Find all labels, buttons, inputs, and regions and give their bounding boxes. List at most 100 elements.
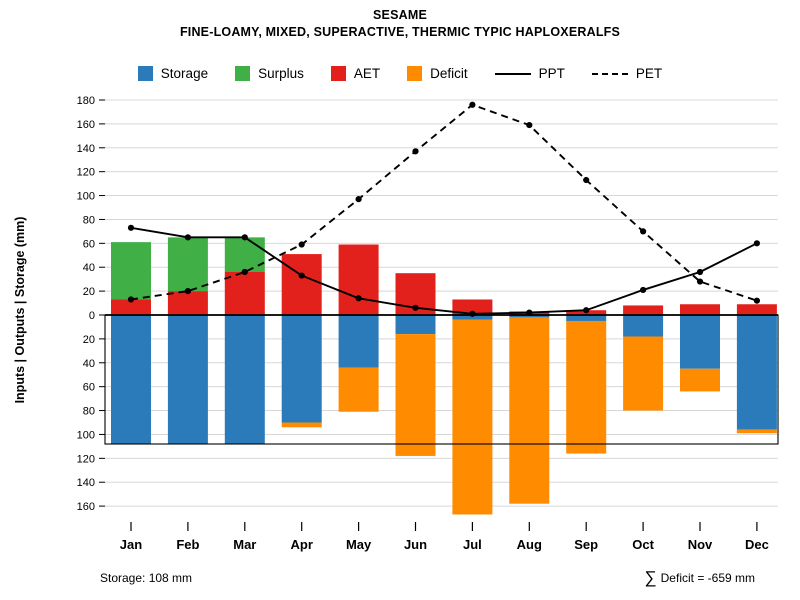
bar-segment-storage-dec (736, 315, 777, 430)
legend-label: Deficit (430, 66, 468, 81)
x-tick-label-apr: Apr (291, 537, 313, 552)
point-pet (355, 196, 362, 203)
y-tick-label: 100 (77, 191, 95, 203)
point-pet (412, 148, 419, 155)
chart-header: SESAME FINE-LOAMY, MIXED, SUPERACTIVE, T… (0, 8, 800, 39)
deficit-note: ∑ Deficit = -659 mm (645, 569, 755, 586)
y-tick-label: 20 (83, 334, 95, 346)
bar-segment-storage-jun (395, 315, 436, 335)
bar-segment-aet-may (338, 244, 379, 315)
point-ppt (526, 309, 533, 316)
y-tick-label: 120 (77, 453, 95, 465)
line-ppt (130, 226, 758, 315)
surplus-swatch-icon (235, 66, 251, 81)
point-ppt (127, 224, 135, 231)
deficit-swatch-icon (407, 66, 423, 81)
point-ppt (696, 268, 704, 276)
point-pet (127, 296, 135, 303)
bar-segment-deficit-apr (281, 422, 322, 428)
point-ppt (184, 234, 191, 241)
bar-segment-storage-apr (281, 315, 322, 423)
bar-segment-surplus-mar (224, 237, 265, 272)
bar-segment-aet-oct (623, 305, 664, 315)
legend-item-surplus: Surplus (235, 66, 304, 81)
bar-segment-storage-oct (623, 315, 664, 337)
point-pet (298, 241, 305, 248)
bar-segment-deficit-aug (509, 317, 550, 504)
point-ppt (298, 272, 305, 279)
bar-segment-aet-jan (111, 299, 151, 315)
x-tick-label-jul: Jul (463, 537, 482, 552)
line-pet (130, 103, 758, 302)
bar-segment-aet-dec (736, 304, 777, 315)
y-tick-label: 40 (83, 262, 95, 274)
bar-segment-aet-mar (224, 272, 265, 315)
point-ppt (355, 295, 362, 302)
bar-segment-aet-jul (452, 299, 493, 315)
bar-segment-aet-nov (680, 304, 720, 315)
y-tick-label: 0 (89, 310, 95, 322)
y-tick-label: 40 (83, 358, 95, 370)
bar-segment-storage-aug (509, 315, 550, 318)
bar-segment-deficit-oct (623, 336, 664, 411)
x-tick-label-may: May (346, 537, 372, 552)
bar-segment-surplus-jan (111, 242, 151, 300)
y-tick-label: 60 (83, 238, 95, 250)
point-ppt (753, 240, 761, 247)
bar-segment-aet-apr (281, 254, 322, 315)
chart-title: SESAME (373, 8, 427, 22)
pet-line-sample-icon (591, 72, 628, 75)
bar-segment-storage-feb (167, 315, 208, 444)
x-tick-label-jan: Jan (120, 537, 142, 552)
x-tick-label-feb: Feb (176, 537, 199, 552)
storage-capacity-box (104, 314, 779, 445)
y-tick-label: 140 (77, 477, 95, 489)
bar-segment-deficit-sep (566, 320, 607, 454)
bar-segment-storage-may (338, 315, 379, 368)
bar-segment-storage-jul (452, 315, 493, 320)
point-pet (696, 278, 704, 285)
bar-segment-aet-feb (167, 291, 208, 315)
bar-segment-storage-nov (680, 315, 720, 369)
x-tick-label-dec: Dec (745, 537, 769, 552)
legend-item-storage: Storage (137, 66, 209, 81)
bar-segment-deficit-nov (680, 368, 720, 392)
aet-swatch-icon (330, 66, 346, 81)
point-pet (583, 176, 590, 184)
y-tick-label: 160 (77, 119, 95, 131)
point-ppt (469, 310, 476, 317)
legend-label: Surplus (258, 66, 304, 81)
deficit-note-text: Deficit = -659 mm (660, 570, 755, 585)
y-tick-label: 120 (77, 167, 95, 179)
point-ppt (241, 234, 248, 241)
y-tick-label: 180 (77, 95, 95, 107)
y-tick-label: 80 (83, 406, 95, 418)
y-tick-label: 160 (77, 501, 95, 513)
legend-label: Storage (160, 66, 209, 81)
point-pet (526, 121, 533, 129)
legend-label: AET (353, 66, 381, 81)
legend-item-deficit: Deficit (407, 66, 468, 81)
point-pet (753, 297, 761, 304)
bar-segment-storage-sep (566, 315, 607, 321)
bar-segment-deficit-jul (452, 319, 493, 515)
storage-note: Storage: 108 mm (100, 571, 193, 585)
legend-item-pet: PET (591, 66, 662, 81)
x-tick-label-mar: Mar (233, 537, 256, 552)
y-tick-label: 100 (77, 429, 95, 441)
chart-subtitle: FINE-LOAMY, MIXED, SUPERACTIVE, THERMIC … (179, 25, 621, 39)
sigma-icon: ∑ (644, 568, 657, 587)
point-ppt (412, 304, 419, 311)
point-pet (184, 288, 191, 295)
bar-segment-surplus-feb (167, 237, 208, 292)
y-tick-label: 140 (77, 143, 95, 155)
bar-segment-storage-mar (224, 315, 265, 444)
bar-segment-storage-jan (111, 315, 151, 444)
legend-item-aet: AET (330, 66, 381, 81)
ppt-line-sample-icon (494, 72, 531, 75)
legend-label: PPT (538, 66, 565, 81)
y-tick-label: 80 (83, 214, 95, 226)
point-pet (241, 268, 248, 276)
x-tick-label-sep: Sep (574, 537, 598, 552)
